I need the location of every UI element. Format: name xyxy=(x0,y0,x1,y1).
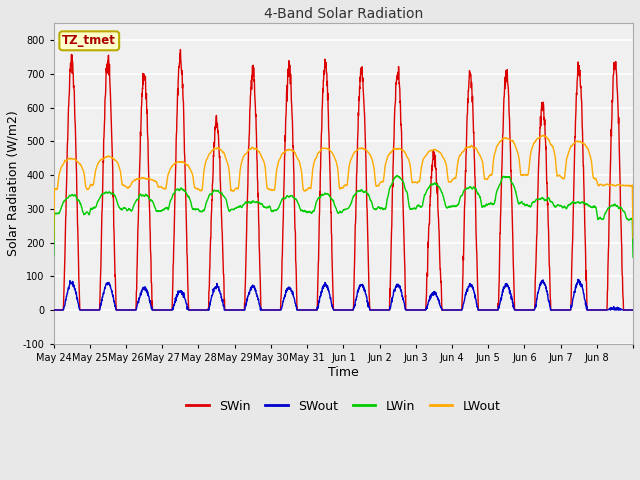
Line: SWout: SWout xyxy=(54,279,633,310)
LWin xyxy=(551,204,559,210)
LWin xyxy=(50,252,58,258)
LWin xyxy=(394,173,401,179)
SWin xyxy=(518,307,526,313)
LWin xyxy=(621,210,629,216)
SWout xyxy=(550,307,558,313)
LWout xyxy=(233,186,241,192)
LWin xyxy=(518,200,526,206)
SWout xyxy=(233,307,241,313)
SWout xyxy=(629,307,637,313)
LWout xyxy=(50,238,58,243)
Line: LWin: LWin xyxy=(54,176,633,257)
SWin xyxy=(50,307,58,313)
Legend: SWin, SWout, LWin, LWout: SWin, SWout, LWin, LWout xyxy=(182,395,505,418)
SWin xyxy=(177,47,184,52)
SWin xyxy=(108,125,115,131)
LWout xyxy=(378,179,386,184)
Text: TZ_tmet: TZ_tmet xyxy=(62,34,116,48)
LWin xyxy=(629,254,637,260)
LWout xyxy=(108,155,115,160)
X-axis label: Time: Time xyxy=(328,365,358,379)
SWin xyxy=(379,307,387,313)
Line: LWout: LWout xyxy=(54,135,633,240)
LWout xyxy=(629,235,637,241)
Title: 4-Band Solar Radiation: 4-Band Solar Radiation xyxy=(264,7,423,21)
LWin xyxy=(233,205,241,211)
SWout xyxy=(518,307,525,313)
SWin xyxy=(629,307,637,313)
LWout xyxy=(551,152,559,157)
SWin xyxy=(551,307,559,313)
SWout xyxy=(378,307,386,313)
LWout xyxy=(621,183,629,189)
LWout xyxy=(539,132,547,138)
SWout xyxy=(621,307,629,313)
SWin xyxy=(233,307,241,313)
LWin xyxy=(378,205,386,211)
SWout xyxy=(574,276,582,282)
SWin xyxy=(621,307,629,313)
SWout xyxy=(108,287,115,293)
Line: SWin: SWin xyxy=(54,49,633,310)
SWout xyxy=(50,307,58,313)
LWin xyxy=(108,191,115,196)
LWout xyxy=(518,172,525,178)
Y-axis label: Solar Radiation (W/m2): Solar Radiation (W/m2) xyxy=(7,111,20,256)
